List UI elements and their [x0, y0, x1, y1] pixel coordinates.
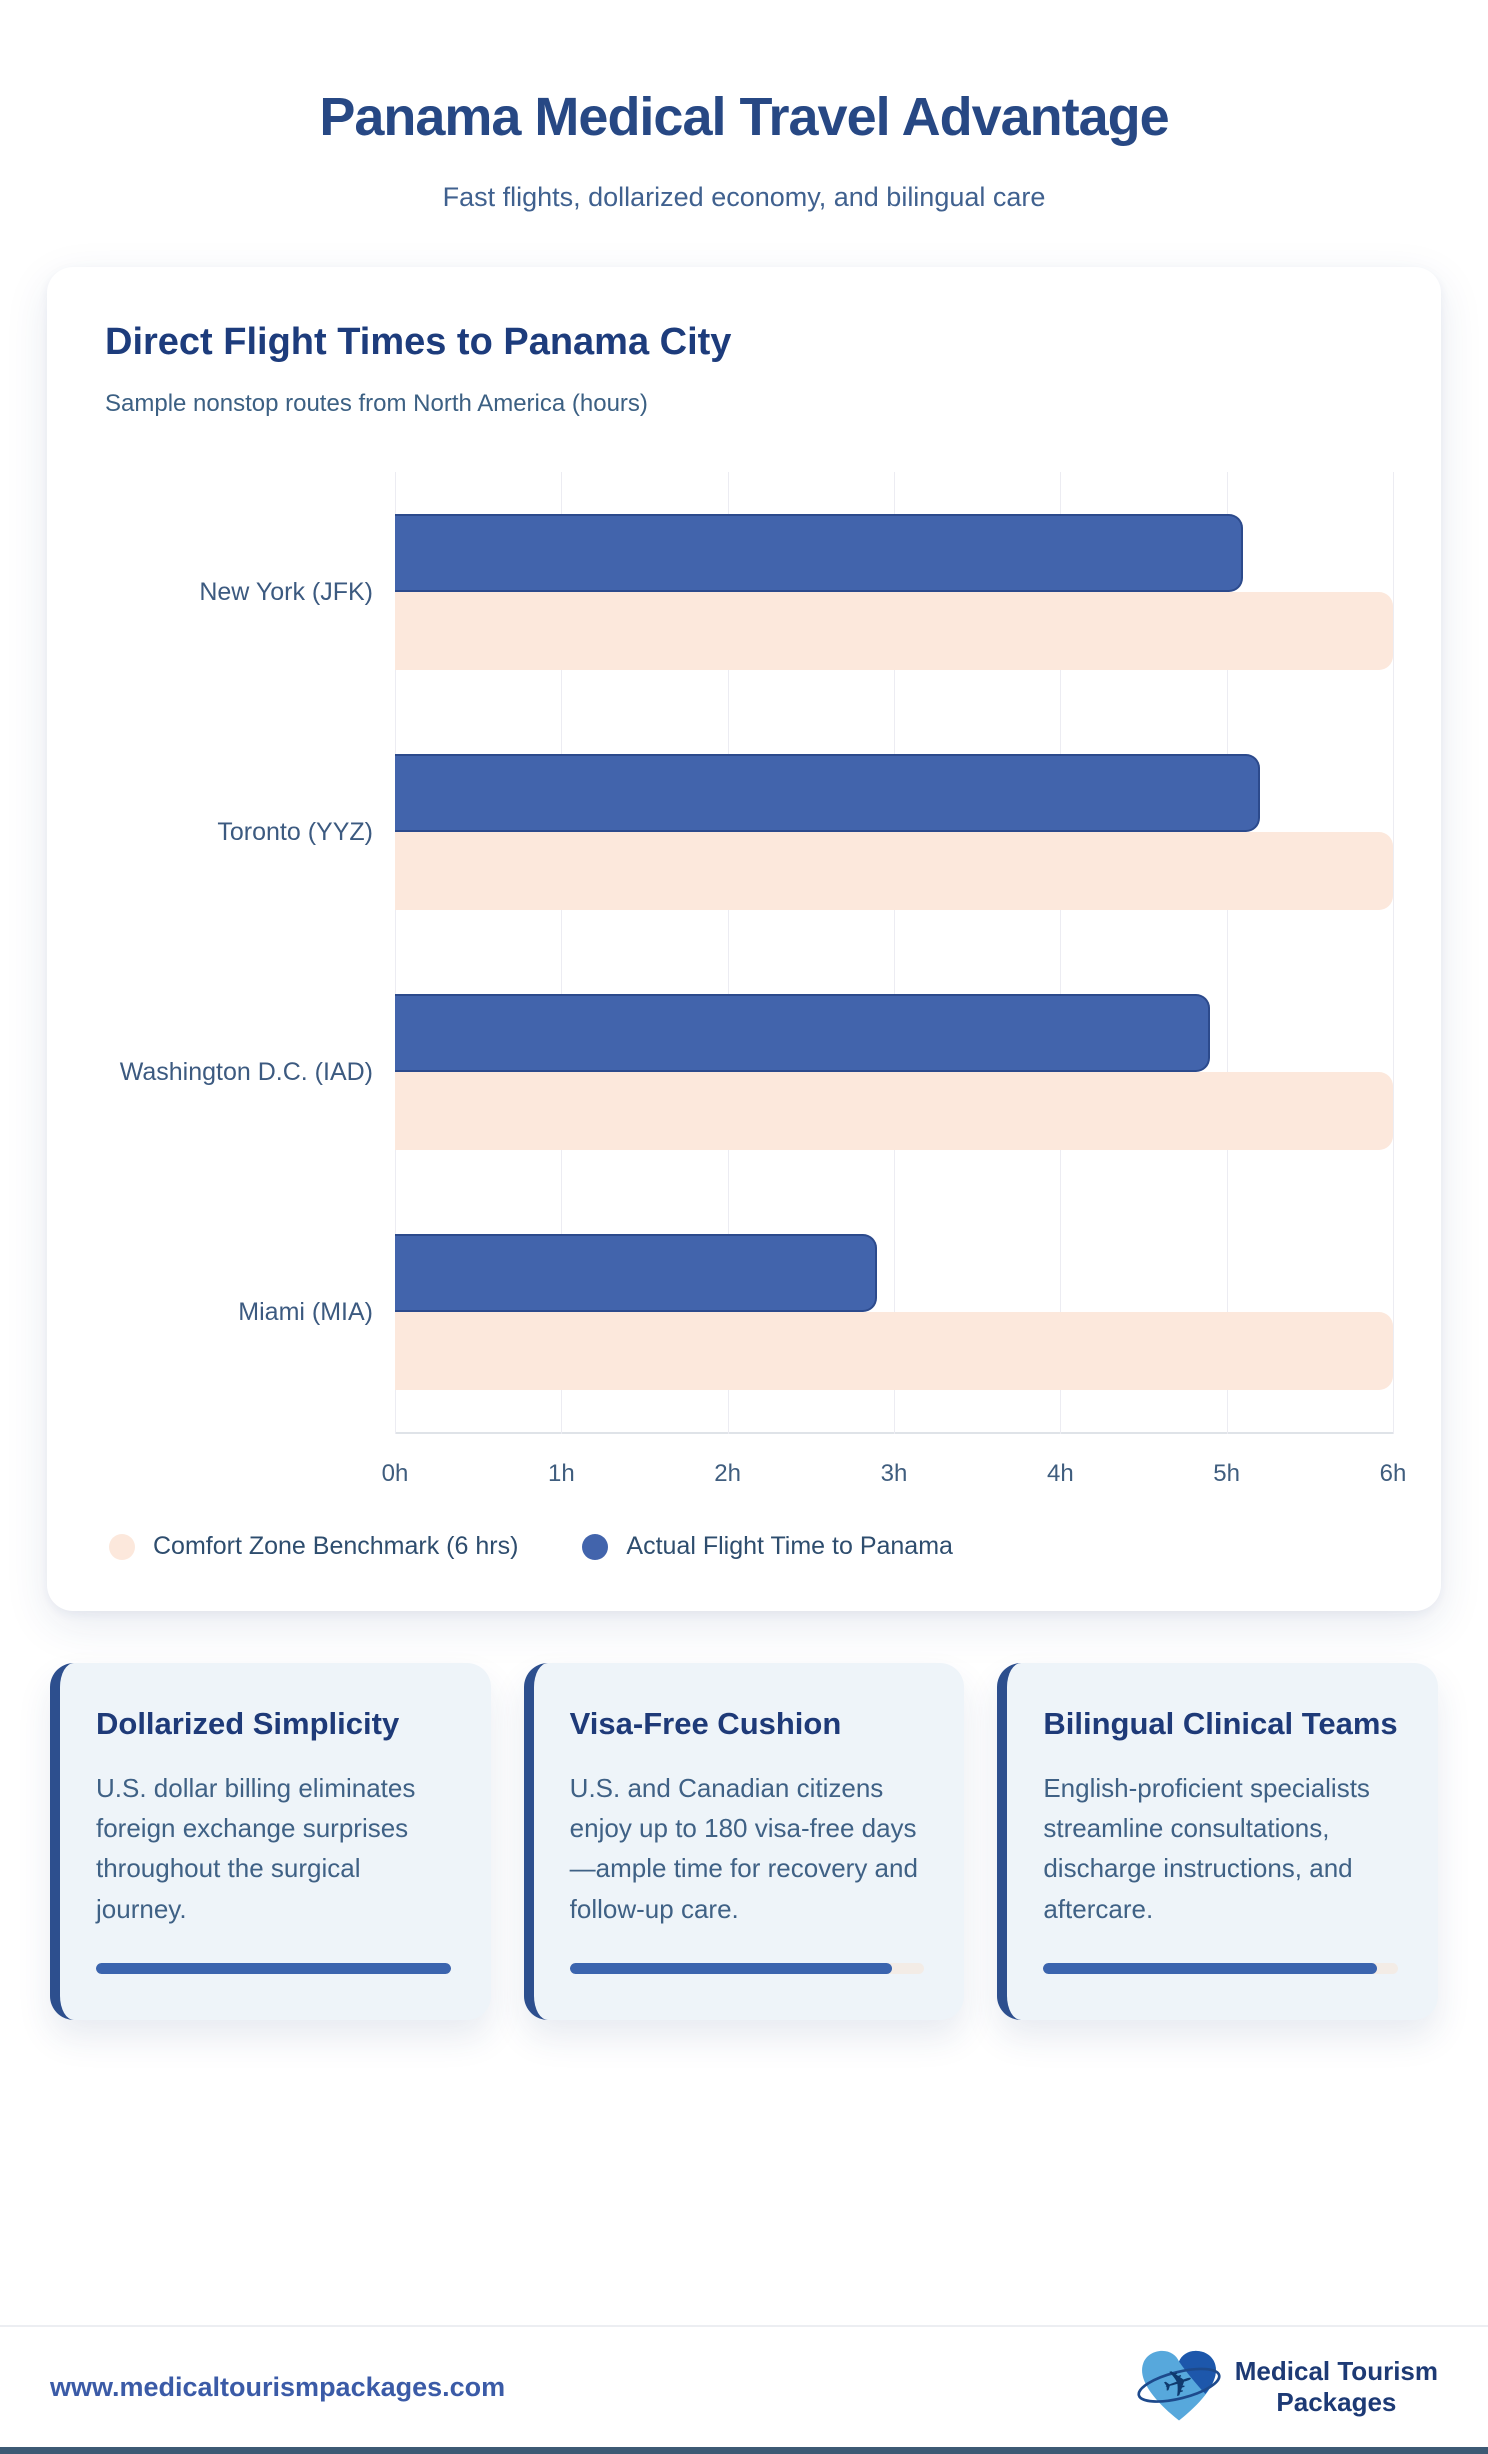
card-accent-fill [96, 1962, 451, 1974]
x-axis-tick: 5h [1213, 1460, 1241, 1487]
x-axis-tick: 0h [381, 1460, 409, 1487]
x-axis-tick: 3h [880, 1460, 908, 1487]
card-title: Dollarized Simplicity [96, 1706, 400, 1741]
actual-flight-time-bar [395, 754, 1260, 832]
heart-plane-icon: ✈ [1137, 2350, 1221, 2421]
actual-swatch-icon [582, 1533, 609, 1560]
bar-chart: New York (JFK) Toronto (YYZ) Washington … [105, 472, 1394, 1434]
card-accent-bar [569, 1962, 925, 1974]
category-label: New York (JFK) [199, 577, 373, 606]
card-body: English-proficient specialists streamlin… [1043, 1772, 1370, 1924]
actual-flight-time-bar [395, 994, 1211, 1072]
card-accent-bar [1043, 1962, 1399, 1974]
card-title: Bilingual Clinical Teams [1043, 1706, 1398, 1741]
brand-name: Medical Tourism Packages [1235, 2356, 1438, 2418]
gridline [727, 472, 729, 1434]
benchmark-bar [395, 1312, 1393, 1390]
plot-area [395, 472, 1394, 1434]
bar-group [395, 952, 1393, 1192]
category-label: Toronto (YYZ) [217, 817, 373, 846]
y-axis-labels: New York (JFK) Toronto (YYZ) Washington … [105, 472, 395, 1434]
benchmark-bar [395, 1072, 1393, 1150]
bar-group [395, 712, 1393, 952]
gridline [1393, 472, 1394, 1434]
page-footer: www.medicaltourismpackages.com ✈ Medical… [0, 2325, 1488, 2447]
info-card-visa-free-cushion: Visa-Free Cushion U.S. and Canadian citi… [523, 1663, 965, 2020]
x-axis-tick: 1h [547, 1460, 575, 1487]
card-accent-bar [96, 1962, 451, 1974]
gridline [561, 472, 563, 1434]
page-subtitle: Fast flights, dollarized economy, and bi… [442, 182, 1046, 212]
flight-times-chart-card: Direct Flight Times to Panama City Sampl… [47, 267, 1441, 1611]
card-accent-fill [569, 1962, 893, 1974]
info-card-dollarized-simplicity: Dollarized Simplicity U.S. dollar billin… [50, 1663, 491, 2020]
info-cards-row: Dollarized Simplicity U.S. dollar billin… [50, 1663, 1439, 2020]
legend-item-actual: Actual Flight Time to Panama [582, 1532, 953, 1561]
actual-flight-time-bar [395, 514, 1244, 592]
bar-group [395, 1192, 1393, 1432]
card-title: Visa-Free Cushion [569, 1706, 842, 1741]
x-axis: 0h 1h 2h 3h 4h 5h 6h [382, 1434, 1407, 1498]
brand-logo: ✈ Medical Tourism Packages [1135, 2346, 1438, 2428]
legend-label: Comfort Zone Benchmark (6 hrs) [153, 1532, 519, 1560]
bar-group [395, 472, 1393, 712]
page-header: Panama Medical Travel Advantage Fast fli… [0, 0, 1488, 213]
card-accent-fill [1043, 1962, 1377, 1974]
gridline [1226, 472, 1228, 1434]
benchmark-bar [395, 592, 1393, 670]
x-axis-tick: 6h [1379, 1460, 1407, 1487]
page-title: Panama Medical Travel Advantage [319, 87, 1169, 147]
benchmark-swatch-icon [109, 1533, 135, 1560]
brand-name-line1: Medical Tourism [1234, 2355, 1438, 2386]
chart-subtitle: Sample nonstop routes from North America… [105, 390, 648, 417]
legend-label: Actual Flight Time to Panama [626, 1532, 953, 1560]
card-body: U.S. dollar billing eliminates foreign e… [96, 1772, 416, 1924]
bottom-accent-bar [0, 2447, 1488, 2454]
category-label: Miami (MIA) [238, 1297, 373, 1326]
website-url[interactable]: www.medicaltourismpackages.com [50, 2371, 506, 2402]
x-axis-tick: 4h [1046, 1460, 1074, 1487]
chart-title: Direct Flight Times to Panama City [105, 321, 732, 363]
gridline [395, 472, 396, 1434]
legend-item-benchmark: Comfort Zone Benchmark (6 hrs) [109, 1532, 518, 1561]
category-label: Washington D.C. (IAD) [119, 1057, 373, 1086]
brand-name-line2: Packages [1276, 2387, 1397, 2417]
chart-legend: Comfort Zone Benchmark (6 hrs) Actual Fl… [105, 1532, 1393, 1561]
gridline [894, 472, 895, 1434]
benchmark-bar [395, 832, 1393, 910]
card-body: U.S. and Canadian citizens enjoy up to 1… [569, 1772, 918, 1924]
x-axis-tick: 2h [714, 1460, 742, 1487]
actual-flight-time-bar [395, 1234, 878, 1312]
gridline [1060, 472, 1062, 1434]
info-card-bilingual-clinical-teams: Bilingual Clinical Teams English-profici… [997, 1663, 1439, 2020]
